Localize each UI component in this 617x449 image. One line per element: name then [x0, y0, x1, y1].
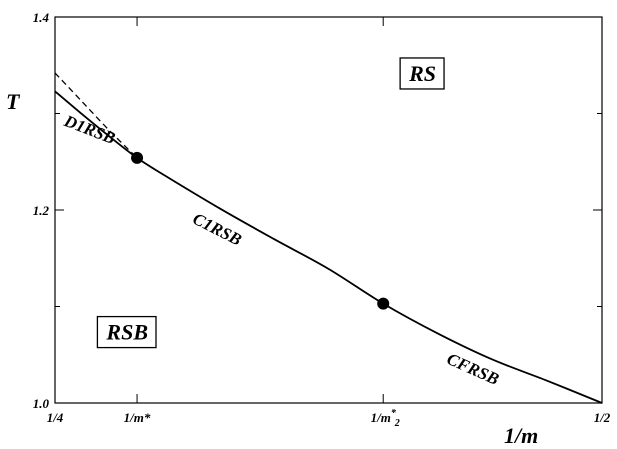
x-tick-label-text: 1/m: [371, 410, 391, 425]
x-tick-label: 1/m* 2: [371, 408, 400, 429]
x-tick-label-sup: *: [391, 408, 397, 419]
phase-points: [131, 151, 390, 310]
axis-ticks: 1/4 1/m* 1/m* 2 1/21.01.21.4: [33, 10, 611, 429]
region-label-group: RSB: [96, 315, 157, 349]
annotation-labels: RS RSB D1RSB C1RSB CFRSB: [61, 57, 502, 389]
curve-label: C1RSB: [190, 209, 245, 250]
y-tick-label: 1.4: [33, 10, 50, 25]
x-axis-title: 1/m: [504, 423, 538, 448]
solid-curve: [54, 90, 603, 404]
region-label-group: RS: [399, 57, 445, 90]
x-tick-label-text: 1/4: [47, 410, 64, 425]
transition-point: [131, 151, 144, 164]
curve-label: CFRSB: [444, 349, 502, 389]
x-tick-label: 1/m*: [124, 410, 151, 425]
region-label: RSB: [105, 320, 148, 345]
dashed-curve: [54, 72, 138, 159]
curve-label: D1RSB: [61, 111, 118, 148]
transition-point: [377, 297, 390, 310]
y-tick-label: 1.0: [33, 396, 50, 411]
x-tick-label-text: 1/m*: [124, 410, 151, 425]
x-tick-label: 1/2: [594, 410, 611, 425]
y-tick-label: 1.2: [33, 203, 50, 218]
region-label: RS: [408, 61, 436, 86]
x-tick-label: 1/4: [47, 410, 64, 425]
curves: [54, 72, 603, 404]
x-tick-label-sub: 2: [394, 418, 400, 429]
region-label-box: [96, 315, 157, 349]
y-axis-title: T: [6, 89, 21, 114]
region-label-box: [399, 57, 445, 90]
x-tick-label-text: 1/2: [594, 410, 611, 425]
